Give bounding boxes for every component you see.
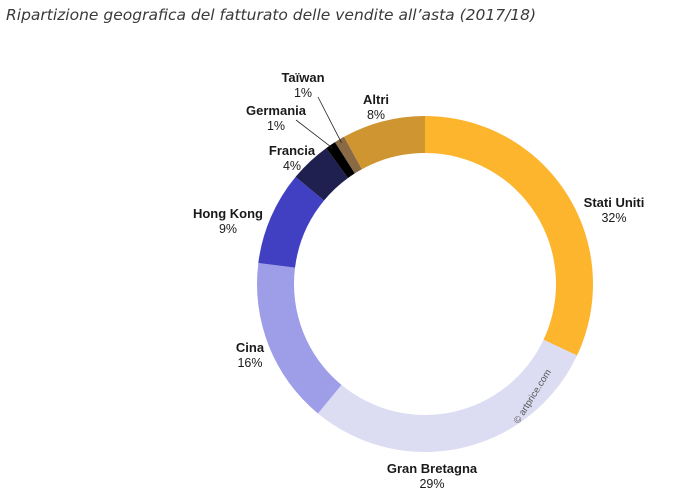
leader-line-taiwan [317,96,342,144]
label-altri: Altri [363,92,389,107]
label-germania: Germania [246,103,307,118]
value-label-taiwan: 1% [294,86,312,100]
value-label-cina: 16% [237,356,262,370]
label-gran-bretagna: Gran Bretagna [387,461,478,476]
slice-altri [344,116,425,170]
value-label-altri: 8% [367,108,385,122]
label-hong-kong: Hong Kong [193,206,263,221]
label-stati-uniti: Stati Uniti [584,195,645,210]
leader-lines [295,96,342,149]
label-taiwan: Taïwan [281,70,324,85]
leader-line-germania [295,119,334,149]
slice-cina [257,262,342,414]
value-label-gran-bretagna: 29% [419,477,444,491]
slice-francia [295,148,349,201]
slice-germania [326,142,355,179]
chart-title: Ripartizione geografica del fatturato de… [6,6,537,24]
slice-stati-uniti [425,116,593,356]
slice-hong-kong [258,176,325,268]
value-label-francia: 4% [283,159,301,173]
slice-gran-bretagna [317,339,578,453]
label-francia: Francia [269,143,316,158]
value-label-stati-uniti: 32% [601,211,626,225]
donut-slices [257,116,593,453]
slice-taiwan [334,136,362,174]
value-label-germania: 1% [267,119,285,133]
value-label-hong-kong: 9% [219,222,237,236]
label-cina: Cina [236,340,265,355]
